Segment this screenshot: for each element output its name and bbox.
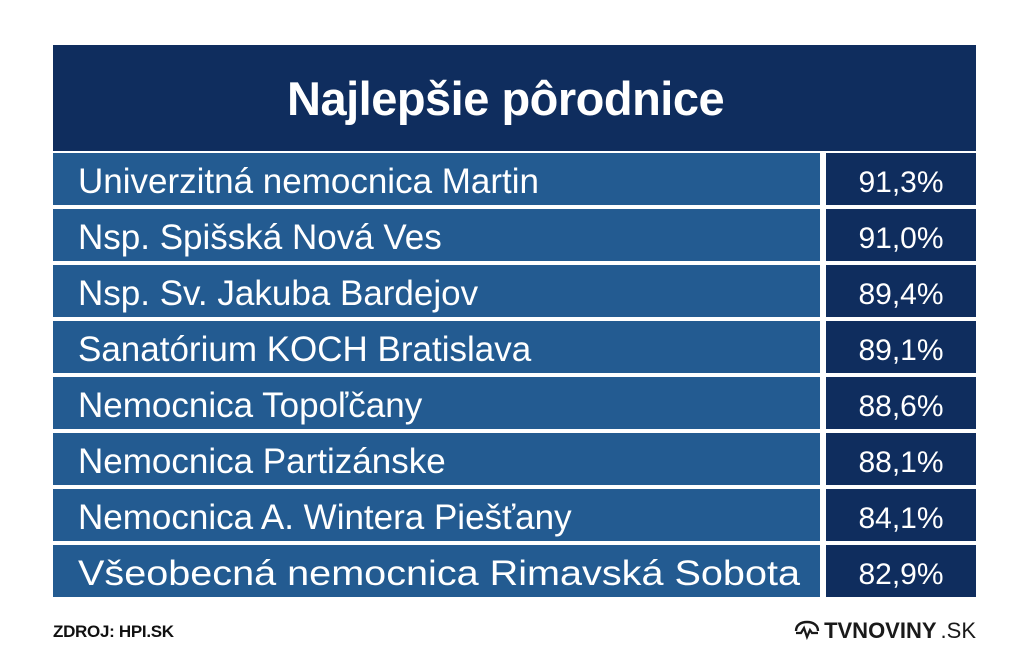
- row-value-cell: [826, 545, 976, 597]
- row-label: Univerzitná nemocnica Martin: [78, 162, 539, 201]
- row-value-cell: [826, 321, 976, 373]
- row-label: Nsp. Spišská Nová Ves: [78, 218, 442, 257]
- row-value: 82,9%: [858, 558, 943, 591]
- row-label-cell: [53, 377, 820, 429]
- row-value-cell: [826, 489, 976, 541]
- row-value: 89,4%: [858, 278, 943, 311]
- row-value: 88,6%: [858, 390, 943, 423]
- row-value: 84,1%: [858, 502, 943, 535]
- row-label: Nsp. Sv. Jakuba Bardejov: [78, 274, 479, 313]
- row-value-cell: [826, 433, 976, 485]
- row-label-cell: [53, 489, 820, 541]
- row-label: Nemocnica Partizánske: [78, 442, 446, 481]
- row-label: Všeobecná nemocnica Rimavská Sobota: [78, 554, 801, 593]
- row-value: 88,1%: [858, 446, 943, 479]
- row-label-cell: [53, 545, 820, 597]
- chart-title-bar: Najlepšie pôrodnice: [53, 45, 976, 151]
- row-label: Sanatórium KOCH Bratislava: [78, 330, 532, 369]
- row-label-cell: [53, 433, 820, 485]
- brand-domain: .SK: [940, 618, 976, 643]
- row-value: 91,3%: [858, 166, 943, 199]
- row-value-cell: [826, 209, 976, 261]
- tvnoviny-logo-icon: [794, 620, 820, 641]
- row-value: 89,1%: [858, 334, 943, 367]
- row-label: Nemocnica A. Wintera Piešťany: [78, 498, 572, 537]
- row-value-cell: [826, 377, 976, 429]
- row-label-cell: [53, 153, 820, 205]
- row-label: Nemocnica Topoľčany: [78, 386, 423, 425]
- row-value-cell: [826, 265, 976, 317]
- brand-logo: TVNOVINY .SK: [794, 618, 976, 644]
- row-label-cell: [53, 209, 820, 261]
- source-label: ZDROJ: HPI.SK: [53, 622, 174, 641]
- brand-name: TVNOVINY: [824, 618, 937, 643]
- chart-title: Najlepšie pôrodnice: [287, 71, 725, 125]
- row-label-cell: [53, 321, 820, 373]
- row-value: 91,0%: [858, 222, 943, 255]
- row-value-cell: [826, 153, 976, 205]
- row-label-cell: [53, 265, 820, 317]
